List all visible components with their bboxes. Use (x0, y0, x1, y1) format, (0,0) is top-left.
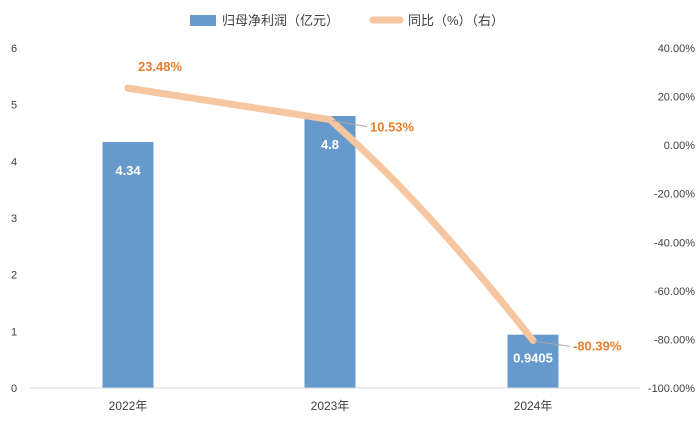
y-right-tick-label: -20.00% (654, 189, 695, 201)
x-axis-labels: 2022年 2023年 2024年 (109, 399, 553, 413)
line-series (124, 84, 537, 344)
y-right-tick-label: 0.00% (664, 140, 695, 152)
legend-bar-swatch (190, 15, 216, 26)
y-axis-left: 0 1 2 3 4 5 6 (11, 43, 17, 395)
y-left-tick-label: 1 (11, 326, 17, 338)
yoy-value-label: 23.48% (138, 59, 183, 74)
bar-value-label: 4.8 (321, 137, 339, 152)
bar-2022 (102, 142, 154, 388)
x-tick-label: 2022年 (109, 399, 148, 413)
yoy-line (124, 84, 537, 344)
bar-value-label: 4.34 (115, 163, 141, 178)
y-right-tick-label: -80.00% (654, 334, 695, 346)
y-right-tick-label: -100.00% (648, 383, 695, 395)
bar-2023 (304, 116, 356, 388)
yoy-point (124, 84, 132, 92)
y-left-tick-label: 0 (11, 383, 17, 395)
y-left-tick-label: 2 (11, 270, 17, 282)
x-tick-label: 2023年 (311, 399, 350, 413)
y-left-tick-label: 3 (11, 213, 17, 225)
x-tick-label: 2024年 (514, 399, 553, 413)
y-right-tick-label: -60.00% (654, 286, 695, 298)
legend-bar-label: 归母净利润（亿元） (222, 13, 339, 28)
yoy-point (529, 336, 537, 344)
bar-data-labels: 4.34 4.8 0.9405 (115, 137, 553, 366)
y-left-tick-label: 5 (11, 100, 17, 112)
y-axis-right: -100.00% -80.00% -60.00% -40.00% -20.00% 0.00… (648, 43, 695, 395)
yoy-point (326, 116, 334, 124)
bar-value-label: 0.9405 (513, 351, 553, 366)
line-data-labels: 23.48% 10.53% -80.39% (138, 59, 622, 353)
bar-series (102, 116, 559, 388)
y-right-tick-label: 20.00% (658, 92, 696, 104)
legend: 归母净利润（亿元） 同比（%）（右） (190, 13, 504, 28)
yoy-value-label: 10.53% (370, 120, 415, 135)
y-right-tick-label: -40.00% (654, 237, 695, 249)
leader-line (331, 120, 368, 128)
leader-line (534, 340, 571, 347)
y-left-tick-label: 4 (11, 156, 17, 168)
y-left-tick-label: 6 (11, 43, 17, 55)
legend-line-label: 同比（%）（右） (408, 13, 504, 28)
y-right-tick-label: 40.00% (658, 43, 696, 55)
yoy-value-label: -80.39% (573, 338, 622, 353)
